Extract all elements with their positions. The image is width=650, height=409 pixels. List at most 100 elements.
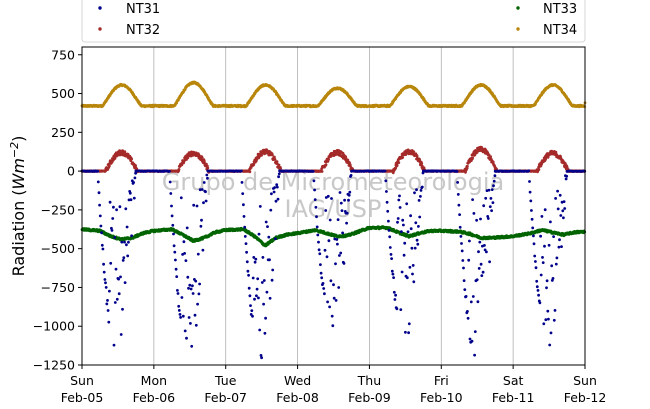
point-nt31	[106, 309, 110, 312]
point-nt32	[401, 156, 405, 159]
point-nt31	[115, 208, 118, 212]
point-nt31	[179, 316, 183, 319]
point-nt31	[324, 209, 328, 212]
point-nt31	[312, 179, 316, 183]
point-nt31	[332, 283, 335, 287]
point-nt32	[537, 168, 541, 171]
point-nt31	[336, 242, 339, 246]
point-nt32	[346, 158, 350, 162]
point-nt32	[404, 153, 408, 157]
point-nt31	[125, 243, 128, 247]
point-nt32	[489, 155, 492, 159]
point-nt32	[134, 164, 138, 168]
point-nt31	[197, 292, 201, 296]
point-nt31	[258, 205, 262, 208]
point-nt31	[315, 225, 319, 229]
point-nt31	[184, 259, 188, 262]
point-nt31	[332, 296, 336, 300]
point-nt31	[271, 268, 275, 272]
point-nt31	[241, 192, 245, 196]
point-nt32	[320, 170, 324, 173]
point-nt31	[119, 333, 123, 336]
point-nt31	[108, 200, 112, 204]
point-nt31	[318, 252, 322, 256]
legend-label-nt33: NT33	[543, 2, 577, 17]
point-nt31	[117, 277, 120, 281]
point-nt32	[177, 168, 181, 171]
point-nt31	[132, 196, 136, 200]
point-nt32	[406, 148, 410, 152]
point-nt32	[279, 167, 282, 170]
point-nt31	[347, 198, 350, 202]
point-nt31	[270, 192, 273, 196]
point-nt31	[168, 169, 171, 173]
point-nt31	[183, 252, 187, 255]
point-nt31	[323, 292, 326, 296]
point-nt32	[327, 158, 330, 161]
point-nt31	[133, 176, 137, 180]
point-nt31	[206, 176, 209, 180]
point-nt31	[338, 254, 341, 257]
point-nt31	[193, 313, 197, 317]
point-nt31	[101, 247, 105, 251]
point-nt31	[317, 248, 321, 252]
point-nt31	[126, 254, 130, 258]
point-nt31	[255, 294, 258, 298]
point-nt31	[181, 314, 185, 318]
legend-marker-nt34	[516, 27, 520, 31]
point-nt31	[130, 234, 134, 238]
legend-label-nt31: NT31	[126, 2, 160, 17]
point-nt31	[125, 225, 129, 229]
point-nt31	[341, 231, 344, 235]
point-nt31	[330, 197, 333, 200]
point-nt31	[254, 257, 258, 261]
point-nt31	[123, 240, 126, 244]
point-nt31	[270, 278, 274, 282]
point-nt31	[268, 258, 271, 262]
point-nt31	[103, 278, 107, 281]
point-nt31	[102, 270, 106, 274]
point-nt31	[185, 336, 188, 340]
point-nt31	[186, 275, 190, 279]
point-nt32	[252, 163, 256, 167]
legend-label-nt34: NT34	[543, 23, 577, 38]
point-nt31	[122, 256, 126, 260]
point-nt31	[200, 218, 203, 222]
point-nt31	[349, 174, 353, 177]
point-nt31	[180, 296, 184, 299]
point-nt31	[244, 242, 248, 246]
legend-frame	[81, 0, 586, 43]
point-nt31	[327, 239, 331, 243]
gridlines	[153, 47, 514, 365]
point-nt31	[258, 328, 262, 332]
point-nt32	[130, 157, 134, 161]
point-nt31	[348, 190, 352, 194]
point-nt32	[271, 153, 274, 157]
point-nt32	[471, 156, 474, 160]
point-nt31	[99, 224, 103, 228]
point-nt31	[249, 304, 252, 307]
point-nt31	[169, 192, 173, 195]
point-nt31	[104, 286, 108, 289]
point-nt31	[259, 354, 263, 357]
point-nt31	[170, 214, 174, 218]
point-nt31	[123, 281, 127, 284]
point-nt31	[121, 307, 124, 311]
point-nt31	[256, 277, 260, 281]
point-nt31	[179, 196, 183, 200]
point-nt31	[199, 224, 203, 228]
point-nt31	[185, 226, 189, 230]
point-nt31	[178, 313, 182, 316]
point-nt31	[266, 225, 269, 229]
point-nt31	[96, 169, 100, 173]
point-nt31	[200, 188, 204, 191]
point-nt31	[313, 188, 316, 192]
point-nt31	[98, 203, 101, 207]
point-nt31	[201, 248, 205, 252]
point-nt31	[245, 250, 249, 254]
point-nt31	[189, 287, 193, 291]
point-nt31	[192, 203, 196, 207]
point-nt31	[97, 191, 101, 195]
point-nt31	[117, 292, 121, 296]
